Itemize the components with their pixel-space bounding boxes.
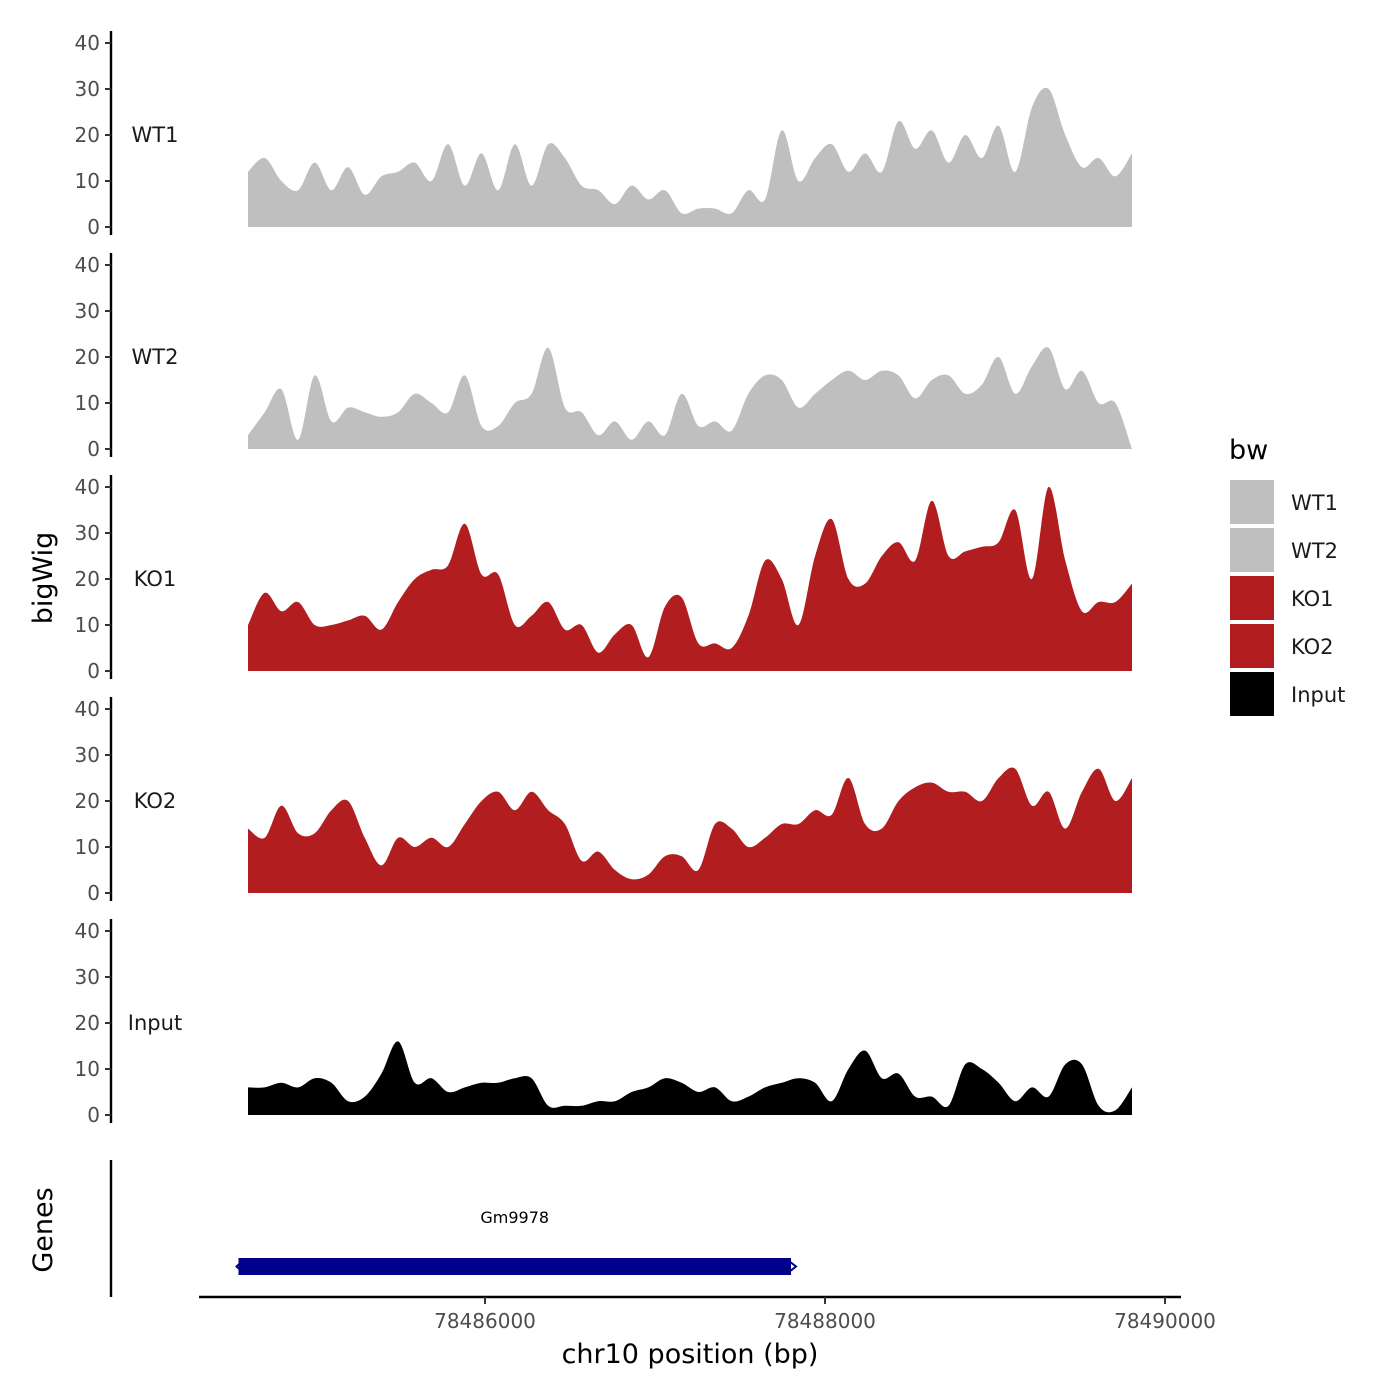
area-input (248, 1041, 1132, 1115)
legend-swatch (1230, 576, 1274, 620)
track-label: Input (128, 1011, 182, 1035)
y-axis-title: bigWig (28, 532, 59, 625)
track-ko2: 0 10 20 30 40 KO2 (75, 697, 1132, 905)
y-tick-label: 0 (87, 881, 100, 905)
track-wt1: 0 10 20 30 40 WT1 (75, 31, 1132, 239)
coverage-tracks: 0 10 20 30 40 WT1 0 10 20 30 40 WT2 0 10 20 30 40 KO1 0 10 2… (75, 31, 1132, 1127)
legend-swatch (1230, 672, 1274, 716)
genes-track: Gm9978 (109, 1160, 798, 1297)
y-tick-label: 30 (75, 521, 100, 545)
y-tick-label: 10 (75, 169, 100, 193)
y-tick-label: 0 (87, 215, 100, 239)
legend-item-ko2: KO2 (1230, 624, 1334, 668)
legend-item-wt1: WT1 (1230, 480, 1338, 524)
y-tick-label: 20 (75, 567, 100, 591)
legend-item-wt2: WT2 (1230, 528, 1338, 572)
y-tick-label: 40 (75, 475, 100, 499)
legend-swatch (1230, 480, 1274, 524)
y-tick-label: 40 (75, 697, 100, 721)
legend-label: Input (1291, 683, 1345, 707)
area-wt1 (248, 87, 1132, 227)
track-label: KO1 (134, 567, 177, 591)
y-tick-label: 10 (75, 1057, 100, 1081)
y-tick-label: 30 (75, 965, 100, 989)
y-tick-label: 30 (75, 299, 100, 323)
area-ko2 (248, 767, 1132, 893)
x-axis-title: chr10 position (bp) (562, 1339, 819, 1370)
y-tick-label: 0 (87, 1103, 100, 1127)
y-tick-label: 30 (75, 743, 100, 767)
y-tick-label: 10 (75, 835, 100, 859)
x-axis: 78486000 78488000 78490000 (199, 1295, 1216, 1333)
y-tick-label: 0 (87, 437, 100, 461)
legend-label: WT2 (1291, 539, 1338, 563)
track-label: WT2 (132, 345, 179, 369)
x-tick-label: 78490000 (1114, 1309, 1216, 1333)
legend: bw WT1 WT2 KO1 KO2 Input (1229, 435, 1345, 716)
track-wt2: 0 10 20 30 40 WT2 (75, 253, 1132, 461)
y-tick-label: 20 (75, 789, 100, 813)
y-tick-label: 30 (75, 77, 100, 101)
track-ko1: 0 10 20 30 40 KO1 (75, 475, 1132, 683)
area-wt2 (248, 347, 1132, 449)
y-tick-label: 20 (75, 123, 100, 147)
legend-title: bw (1229, 435, 1268, 466)
gene-label: Gm9978 (480, 1208, 549, 1227)
gene-strand-arrow (788, 1260, 798, 1273)
y-tick-label: 40 (75, 31, 100, 55)
legend-item-input: Input (1230, 672, 1345, 716)
gene-body (238, 1258, 791, 1275)
track-input: 0 10 20 30 40 Input (75, 919, 1132, 1127)
genes-axis-title: Genes (28, 1187, 59, 1272)
legend-label: WT1 (1291, 491, 1338, 515)
y-tick-label: 40 (75, 253, 100, 277)
y-tick-label: 20 (75, 1011, 100, 1035)
y-tick-label: 0 (87, 659, 100, 683)
legend-label: KO2 (1291, 635, 1334, 659)
legend-item-ko1: KO1 (1230, 576, 1334, 620)
y-tick-label: 10 (75, 391, 100, 415)
x-tick-label: 78486000 (434, 1309, 536, 1333)
y-tick-label: 20 (75, 345, 100, 369)
x-tick-label: 78488000 (774, 1309, 876, 1333)
track-label: WT1 (132, 123, 179, 147)
y-tick-label: 10 (75, 613, 100, 637)
legend-label: KO1 (1291, 587, 1334, 611)
legend-swatch (1230, 624, 1274, 668)
area-ko1 (248, 486, 1132, 671)
legend-swatch (1230, 528, 1274, 572)
gene-strand-arrow (235, 1260, 244, 1273)
track-label: KO2 (134, 789, 177, 813)
y-tick-label: 40 (75, 919, 100, 943)
